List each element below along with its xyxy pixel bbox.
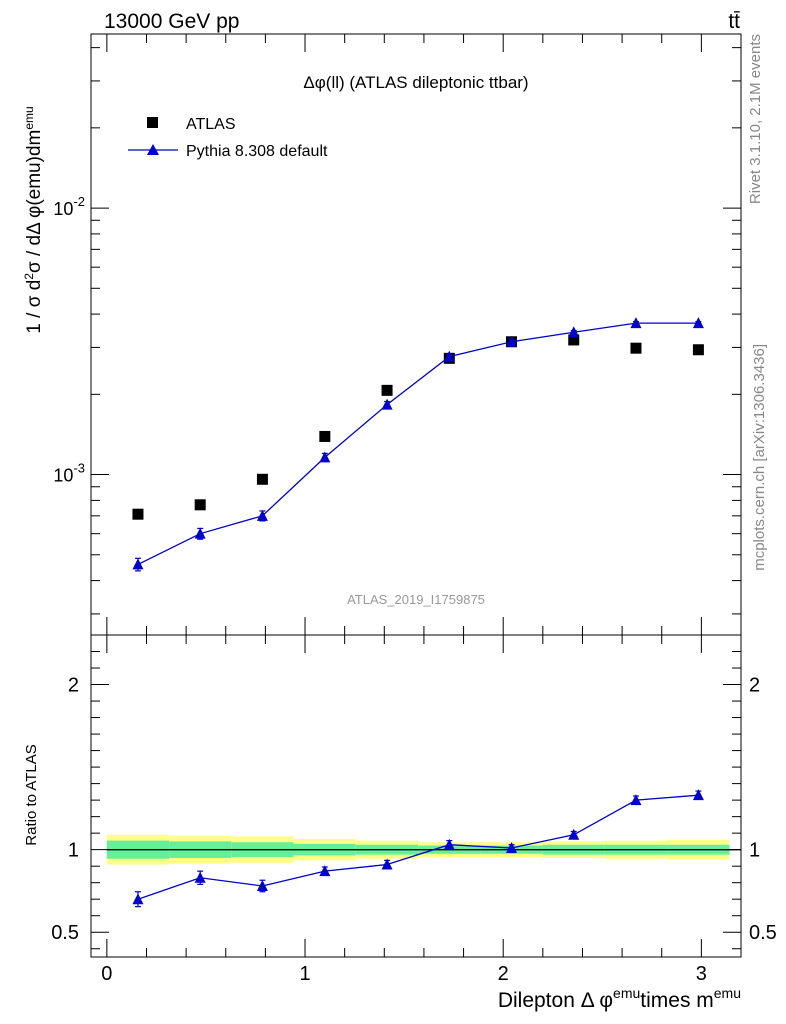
analysis-watermark: ATLAS_2019_I1759875 bbox=[347, 592, 485, 607]
atlas-data-point bbox=[381, 384, 393, 396]
atlas-data-point bbox=[132, 508, 144, 520]
atlas-data-point bbox=[256, 473, 268, 485]
ratio-pythia-line bbox=[137, 794, 699, 900]
main-panel: Δφ(ll) (ATLAS dileptonic ttbar) ATLAS_20… bbox=[22, 33, 742, 636]
ratio-tick-labels: 0.5 0.5 1 1 2 2 0 1 2 3 bbox=[51, 675, 777, 985]
ratio-panel: 0.5 0.5 1 1 2 2 0 1 2 3 Ratio to ATLAS Dilepton Δ… bbox=[23, 634, 777, 1012]
ratio-data-point bbox=[256, 879, 268, 891]
legend-label-atlas: ATLAS bbox=[186, 116, 236, 133]
ratio-data-point bbox=[319, 865, 331, 877]
pythia-data-point bbox=[443, 350, 455, 362]
pythia-data-point bbox=[381, 398, 393, 410]
source-info: mcplots.cern.ch [arXiv:1306.3436] bbox=[751, 344, 768, 571]
main-title: Δφ(ll) (ATLAS dileptonic ttbar) bbox=[303, 73, 528, 92]
ratio-data-point bbox=[506, 842, 518, 854]
x-tick-label: 1 bbox=[299, 963, 310, 985]
ratio-data-point bbox=[630, 794, 642, 806]
ratio-data-point bbox=[194, 871, 206, 883]
main-y-tick-label: 10-3 bbox=[53, 461, 85, 486]
x-axis-label: Dilepton Δ φemutimes memu bbox=[498, 985, 741, 1012]
atlas-data-point bbox=[568, 334, 580, 346]
pythia-data-point bbox=[132, 558, 144, 570]
main-y-tick-label: 10-2 bbox=[53, 194, 85, 219]
atlas-data-point bbox=[194, 499, 206, 511]
ratio-y-tick-label-left: 2 bbox=[68, 675, 79, 697]
rivet-info: Rivet 3.1.10, 2.1M events bbox=[747, 34, 764, 204]
main-axis-ticks bbox=[91, 34, 741, 635]
x-tick-label: 0 bbox=[101, 963, 112, 985]
main-series bbox=[132, 317, 704, 572]
legend: ATLAS Pythia 8.308 default bbox=[128, 116, 328, 160]
ratio-y-tick-label-right: 2 bbox=[749, 675, 760, 697]
ratio-y-tick-label-left: 0.5 bbox=[51, 922, 79, 944]
x-tick-label: 3 bbox=[696, 963, 707, 985]
ratio-y-tick-label-right: 0.5 bbox=[749, 922, 777, 944]
pythia-data-point bbox=[630, 317, 642, 329]
atlas-data-point bbox=[319, 430, 331, 442]
process-label: tt̄ bbox=[728, 10, 740, 33]
ratio-series bbox=[132, 789, 704, 908]
legend-marker-atlas bbox=[147, 117, 158, 128]
ratio-data-point bbox=[443, 838, 455, 850]
x-tick-label: 2 bbox=[498, 963, 509, 985]
pythia-data-point bbox=[568, 326, 580, 338]
ratio-frame bbox=[90, 634, 742, 958]
ratio-y-tick-label-left: 1 bbox=[68, 840, 79, 862]
atlas-data-point bbox=[630, 342, 642, 354]
pythia-data-point bbox=[194, 527, 206, 539]
ratio-data-point bbox=[692, 789, 704, 801]
energy-label: 13000 GeV pp bbox=[104, 10, 239, 33]
pythia-data-point bbox=[256, 509, 268, 521]
ratio-y-tick-label-right: 1 bbox=[749, 840, 760, 862]
atlas-data-point bbox=[692, 344, 704, 356]
pythia-data-point bbox=[506, 335, 518, 347]
ratio-data-point bbox=[568, 828, 580, 840]
ratio-data-point bbox=[132, 893, 144, 905]
pythia-line bbox=[137, 322, 699, 566]
main-tick-labels: 10-3 10-2 bbox=[53, 194, 85, 485]
legend-marker-pythia bbox=[147, 144, 159, 155]
pythia-data-point bbox=[319, 451, 331, 463]
ratio-uncertainty-band bbox=[106, 834, 741, 865]
ratio-axis-ticks bbox=[91, 635, 741, 957]
ratio-data-point bbox=[381, 858, 393, 870]
ratio-y-axis-label: Ratio to ATLAS bbox=[23, 744, 40, 845]
main-y-axis-label: 1 / σ d2σ / dΔ φ(emu)dmemu bbox=[22, 106, 45, 333]
legend-label-pythia: Pythia 8.308 default bbox=[186, 143, 328, 160]
pythia-data-point bbox=[692, 317, 704, 329]
